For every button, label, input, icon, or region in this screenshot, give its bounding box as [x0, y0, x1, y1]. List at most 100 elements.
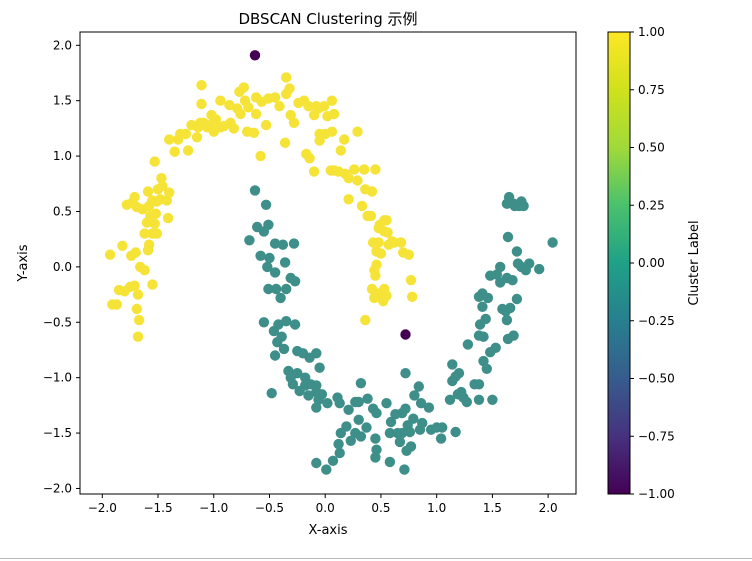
- scatter-point-label-0-101: [444, 394, 456, 405]
- scatter-point-label-1-43: [164, 134, 175, 145]
- scatter-point-label-1-53: [196, 80, 207, 91]
- scatter-point-label-0-16: [289, 276, 301, 287]
- scatter-point-label-0-100: [435, 433, 447, 444]
- y-axis-label: Y-axis: [16, 244, 31, 282]
- colorbar-tick-label: 0.50: [638, 141, 665, 155]
- scatter-point-label-0-148: [502, 231, 514, 243]
- scatter-point-label-0-56: [353, 396, 364, 408]
- scatter-point-label-0-92: [334, 447, 345, 459]
- scatter-point-label-1-36: [151, 196, 163, 207]
- scatter-point-label-neg1-1: [400, 329, 411, 340]
- y-tick-label: −1.0: [43, 371, 72, 385]
- scatter-point-label-1-13: [133, 314, 145, 326]
- scatter-point-label-0-26: [272, 337, 283, 348]
- scatter-point-label-0-118: [487, 394, 498, 405]
- scatter-point-label-0-137: [508, 330, 519, 341]
- scatter-point-label-0-32: [311, 348, 322, 359]
- scatter-point-label-1-66: [228, 123, 239, 134]
- scatter-point-label-0-13: [279, 257, 291, 268]
- scatter-point-label-1-54: [196, 98, 207, 110]
- scatter-point-label-1-101: [279, 137, 291, 148]
- scatter-point-label-0-79: [404, 426, 416, 438]
- scatter-point-label-0-84: [384, 427, 396, 439]
- scatter-point-label-1-149: [378, 296, 389, 307]
- plot-frame: [79, 31, 577, 495]
- y-tick-label: −0.5: [43, 315, 72, 329]
- colorbar: [607, 31, 631, 495]
- scatter-point-label-0-113: [473, 379, 485, 390]
- x-tick-label: 2.0: [539, 501, 558, 515]
- scatter-point-label-0-36: [292, 368, 303, 379]
- scatter-point-label-1-35: [162, 212, 174, 224]
- scatter-point-label-1-51: [191, 132, 203, 143]
- scatter-point-label-1-17: [147, 279, 158, 290]
- scatter-point-label-0-1: [260, 199, 272, 210]
- colorbar-tick-label: 1.00: [638, 25, 665, 39]
- scatter-point-label-1-121: [356, 200, 368, 212]
- scatter-point-label-1-78: [255, 150, 266, 162]
- scatter-point-label-1-14: [132, 331, 144, 342]
- scatter-point-label-0-155: [509, 200, 520, 212]
- x-tick-label: 0.5: [371, 501, 390, 515]
- scatter-point-label-0-114: [473, 394, 485, 405]
- scatter-point-label-1-123: [365, 210, 377, 222]
- scatter-point-label-0-61: [353, 414, 364, 425]
- scatter-point-label-1-2: [111, 299, 123, 310]
- scatter-point-label-1-151: [360, 314, 371, 326]
- scatter-point-label-0-59: [371, 407, 382, 419]
- scatter-point-label-0-52: [343, 404, 354, 415]
- scatter-point-label-1-27: [150, 208, 161, 219]
- scatter-point-label-1-137: [395, 237, 407, 248]
- scatter-point-label-0-111: [462, 339, 474, 350]
- colorbar-tick-label: 0.25: [638, 198, 665, 212]
- scatter-point-label-1-64: [224, 99, 235, 111]
- scatter-point-label-1-97: [322, 111, 333, 122]
- scatter-point-label-1-40: [127, 197, 138, 208]
- scatter-point-label-0-95: [321, 464, 332, 475]
- colorbar-tick-label: −1.00: [638, 487, 675, 501]
- bottom-divider: [0, 558, 752, 559]
- scatter-point-label-1-115: [343, 194, 354, 205]
- scatter-point-label-1-8: [130, 247, 141, 258]
- scatter-point-label-1-5: [117, 240, 128, 251]
- scatter-point-label-1-128: [382, 227, 393, 238]
- scatter-point-label-1-72: [238, 82, 249, 93]
- scatter-points: [104, 50, 558, 475]
- scatter-point-label-1-110: [335, 145, 346, 156]
- scatter-point-label-0-87: [401, 445, 412, 456]
- scatter-point-label-0-146: [534, 263, 545, 275]
- y-tick-label: −2.0: [43, 481, 72, 495]
- x-tick-label: −0.5: [255, 501, 284, 515]
- scatter-point-label-0-96: [423, 402, 435, 413]
- colorbar-tick-label: −0.50: [638, 372, 675, 386]
- scatter-point-label-0-63: [333, 438, 344, 450]
- scatter-point-label-1-60: [210, 114, 222, 125]
- scatter-point-label-0-140: [507, 275, 518, 286]
- scatter-point-label-0-23: [268, 325, 280, 337]
- scatter-point-label-1-48: [182, 145, 194, 156]
- scatter-point-label-0-65: [355, 431, 367, 442]
- scatter-point-label-0-28: [269, 350, 281, 361]
- scatter-point-label-1-46: [180, 128, 192, 140]
- scatter-point-label-0-85: [394, 436, 406, 448]
- scatter-point-label-1-129: [381, 215, 392, 226]
- scatter-point-label-1-85: [281, 88, 292, 100]
- scatter-point-label-0-47: [322, 398, 333, 409]
- scatter-point-label-0-72: [400, 403, 411, 414]
- scatter-point-label-0-20: [258, 317, 270, 328]
- scatter-point-label-0-19: [275, 292, 286, 304]
- scatter-point-label-0-131: [495, 261, 506, 273]
- scatter-point-label-0-107: [453, 368, 465, 379]
- scatter-point-label-0-40: [294, 385, 305, 397]
- scatter-point-label-0-64: [345, 435, 356, 446]
- scatter-point-label-1-119: [366, 186, 378, 197]
- scatter-point-label-1-117: [359, 164, 370, 175]
- y-tick-label: 0.0: [53, 260, 72, 274]
- scatter-point-label-1-75: [250, 108, 262, 120]
- scatter-point-label-0-154: [518, 200, 529, 212]
- x-axis-ticks: −2.0 −1.5 −1.0 −0.5 0.0 0.5 1.0 1.5 2.0: [88, 494, 558, 515]
- colorbar-tick-label: 0.75: [638, 83, 665, 97]
- scatter-point-label-0-83: [392, 427, 403, 439]
- scatter-point-label-0-121: [478, 331, 489, 342]
- scatter-point-label-0-22: [281, 316, 292, 327]
